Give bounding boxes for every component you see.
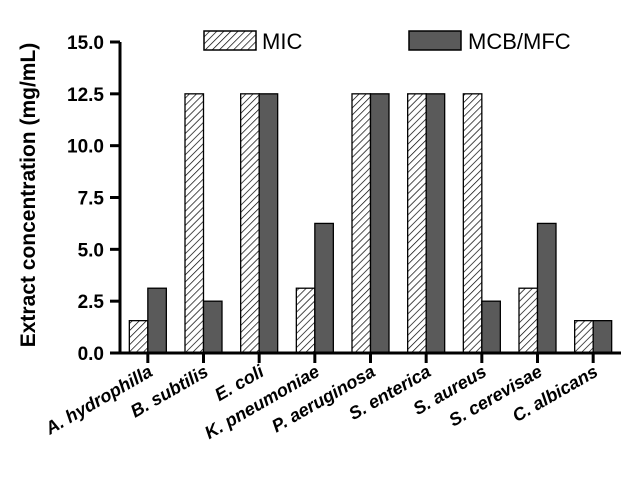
bar-mcb-mfc — [147, 287, 167, 354]
bar-mic — [574, 320, 594, 354]
legend-swatch-mcb-mfc — [408, 30, 462, 51]
y-axis-ticks: 0.0 2.5 5.0 7.5 10.0 12.5 15.0 — [67, 33, 120, 365]
bars — [128, 93, 613, 354]
bar-mcb-mfc — [369, 93, 390, 354]
bar-mic — [240, 93, 260, 354]
bar-mic — [128, 320, 149, 354]
y-tick-label: 7.5 — [78, 189, 105, 210]
y-tick-label: 5.0 — [78, 240, 104, 261]
y-axis-title: Extract concentration (mg/mL) — [17, 43, 40, 348]
y-tick-label: 12.5 — [67, 85, 104, 106]
bar-mic — [462, 93, 483, 354]
bar-mic — [407, 93, 427, 354]
bar-mic — [295, 287, 316, 354]
legend-label-mcb-mfc: MCB/MFC — [468, 29, 571, 54]
legend-label-mic: MIC — [262, 29, 302, 54]
bar-mcb-mfc — [202, 300, 223, 354]
y-tick-label: 0.0 — [78, 344, 104, 365]
legend-swatch-mic — [203, 30, 257, 51]
legend: MIC MCB/MFC — [203, 29, 571, 54]
bar-mcb-mfc — [536, 222, 557, 354]
bar-mcb-mfc — [592, 320, 613, 354]
bar-mic — [518, 287, 539, 354]
bar-mcb-mfc — [258, 93, 279, 354]
bar-mcb-mfc — [314, 222, 334, 354]
y-tick-label: 2.5 — [78, 292, 105, 313]
y-tick-label: 10.0 — [67, 137, 104, 158]
bar-mcb-mfc — [425, 93, 446, 354]
bar-mcb-mfc — [481, 300, 501, 354]
y-tick-label: 15.0 — [67, 33, 104, 54]
bar-mic — [351, 93, 372, 354]
bar-mic — [184, 93, 205, 354]
